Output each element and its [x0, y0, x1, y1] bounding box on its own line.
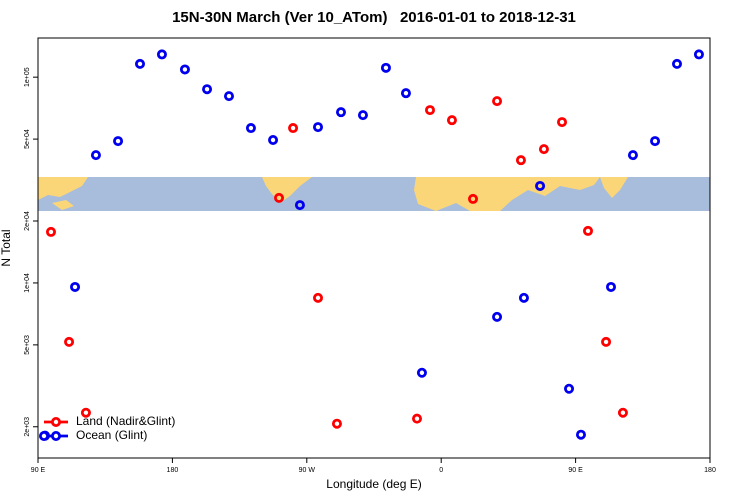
legend-marker — [51, 416, 62, 427]
data-point — [274, 192, 285, 203]
data-point — [535, 180, 546, 191]
legend-label: Land (Nadir&Glint) — [76, 414, 175, 428]
x-tick-label: 180 — [167, 467, 179, 474]
y-tick-label: 1e+04 — [24, 273, 31, 293]
data-point — [202, 84, 213, 95]
data-point — [179, 64, 190, 75]
y-tick-label: 1e+05 — [24, 67, 31, 87]
data-point — [80, 407, 91, 418]
y-tick-label: 2e+03 — [24, 417, 31, 437]
data-point — [45, 226, 56, 237]
data-point — [134, 58, 145, 69]
land-shape — [38, 177, 88, 200]
data-point — [515, 155, 526, 166]
data-point — [601, 336, 612, 347]
data-point — [331, 418, 342, 429]
data-point — [538, 144, 549, 155]
land-shape — [600, 177, 628, 198]
data-point — [518, 292, 529, 303]
data-point — [468, 193, 479, 204]
data-point — [416, 367, 427, 378]
y-tick-label: 5e+04 — [24, 129, 31, 149]
x-tick-label: 90 E — [31, 467, 46, 474]
data-point — [113, 136, 124, 147]
data-point — [671, 58, 682, 69]
data-point — [582, 225, 593, 236]
x-tick-label: 0 — [439, 467, 443, 474]
plot-frame — [37, 37, 711, 459]
data-point — [693, 49, 704, 60]
data-point — [64, 336, 75, 347]
data-point — [412, 413, 423, 424]
data-point — [90, 150, 101, 161]
ocean-band — [38, 177, 710, 211]
data-point — [564, 383, 575, 394]
chart-title: 15N-30N March (Ver 10_ATom) 2016-01-01 t… — [172, 9, 576, 26]
data-point — [245, 123, 256, 134]
data-point — [400, 88, 411, 99]
data-point — [605, 281, 616, 292]
data-point — [335, 107, 346, 118]
y-axis-label: N Total — [0, 229, 13, 266]
data-point — [223, 91, 234, 102]
data-point — [380, 62, 391, 73]
x-axis-label: Longitude (deg E) — [326, 477, 421, 491]
data-point — [70, 281, 81, 292]
map-strip — [38, 177, 710, 211]
land-shape — [414, 177, 600, 211]
data-point — [288, 123, 299, 134]
land-shape — [52, 200, 74, 210]
data-point — [492, 311, 503, 322]
data-point — [357, 110, 368, 121]
data-point — [575, 429, 586, 440]
data-point — [627, 150, 638, 161]
data-point — [424, 105, 435, 116]
data-point — [650, 136, 661, 147]
data-point — [446, 115, 457, 126]
y-tick-label: 5e+03 — [24, 335, 31, 355]
data-point — [294, 200, 305, 211]
data-point — [492, 96, 503, 107]
x-tick-label: 90 W — [299, 467, 316, 474]
data-point — [617, 407, 628, 418]
y-tick-label: 2e+04 — [24, 211, 31, 231]
legend-marker — [39, 430, 50, 441]
legend-marker — [51, 430, 62, 441]
x-tick-label: 180 — [704, 467, 716, 474]
x-tick-label: 90 E — [568, 467, 583, 474]
data-point — [312, 122, 323, 133]
legend-label: Ocean (Glint) — [76, 428, 147, 442]
data-point — [557, 117, 568, 128]
data-point — [268, 135, 279, 146]
data-point — [156, 49, 167, 60]
data-point — [312, 292, 323, 303]
